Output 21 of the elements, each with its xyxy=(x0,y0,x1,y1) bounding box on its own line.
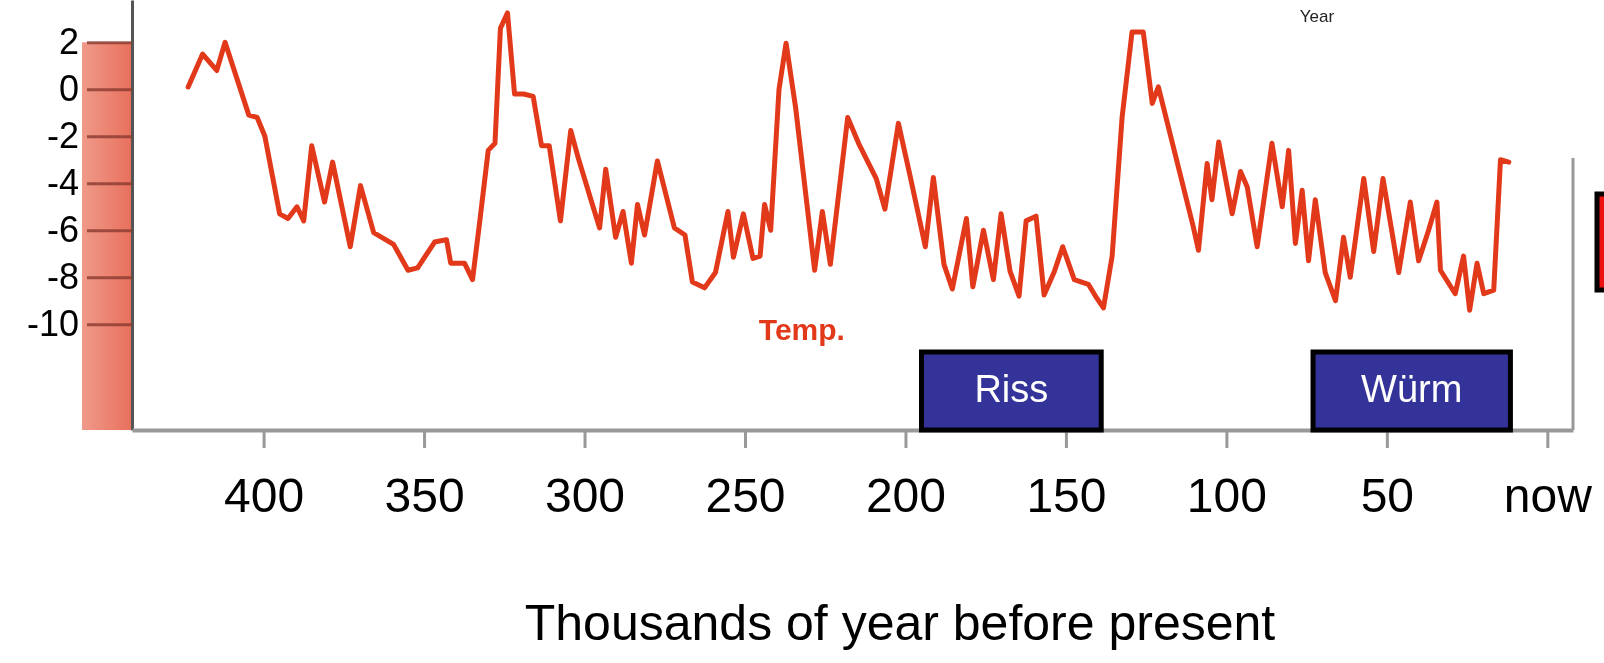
band-label: Würm xyxy=(1361,368,1463,410)
x-tick-label: 100 xyxy=(1186,469,1267,523)
x-tick-label: 200 xyxy=(865,469,946,523)
series-label: Temp. xyxy=(758,313,845,346)
x-tick-label: 250 xyxy=(705,469,786,523)
y-tick-label: 2 xyxy=(58,21,79,63)
y-tick-label: 0 xyxy=(58,68,79,110)
x-tick-label: 150 xyxy=(1026,469,1107,523)
x-tick-label: 50 xyxy=(1360,469,1415,523)
x-tick-label: now xyxy=(1503,469,1593,523)
band-label: Riss xyxy=(974,368,1049,410)
x-tick-label: 400 xyxy=(224,469,305,523)
y-tick-label: -6 xyxy=(46,209,79,251)
y-tick-label: -2 xyxy=(46,115,79,157)
x-axis-title: Thousands of year before present xyxy=(524,595,1276,651)
x-tick-label: 350 xyxy=(384,469,465,523)
y-tick-label: -8 xyxy=(46,256,79,298)
annotation: Year xyxy=(1299,7,1335,26)
y-tick-label: -4 xyxy=(46,162,79,204)
x-tick-label: 300 xyxy=(544,469,626,523)
y-tick-label: -10 xyxy=(26,303,79,345)
